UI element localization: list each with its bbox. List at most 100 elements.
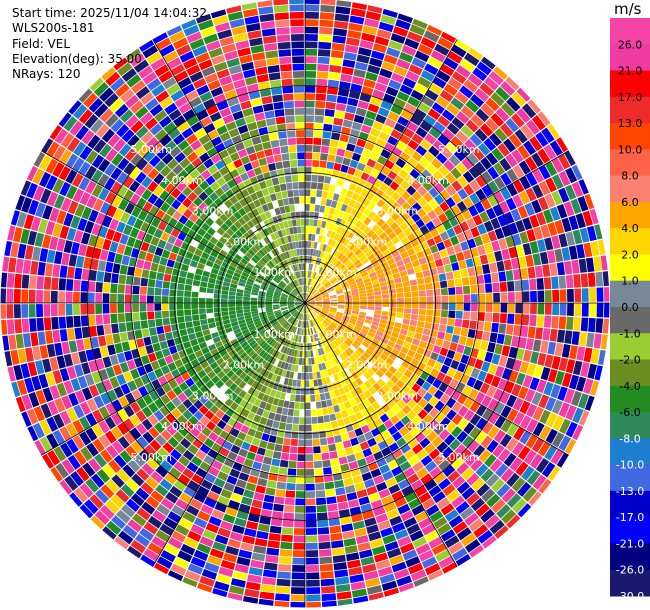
- velocity-gate: [280, 534, 293, 543]
- velocity-gate: [417, 284, 426, 291]
- velocity-gate: [426, 296, 434, 303]
- velocity-gate: [280, 304, 287, 307]
- velocity-gate: [355, 262, 363, 269]
- velocity-gate: [294, 303, 302, 306]
- velocity-gate: [325, 327, 332, 334]
- velocity-gate: [141, 418, 153, 431]
- velocity-gate: [522, 486, 538, 502]
- velocity-gate: [64, 475, 79, 491]
- velocity-gate: [173, 461, 186, 473]
- velocity-gate: [246, 22, 261, 32]
- velocity-gate: [385, 344, 394, 353]
- velocity-gate: [177, 283, 185, 291]
- velocity-gate: [381, 61, 396, 72]
- velocity-gate: [308, 233, 312, 241]
- velocity-gate: [401, 384, 411, 394]
- velocity-gate: [124, 303, 132, 313]
- velocity-gate: [85, 478, 100, 493]
- velocity-gate: [336, 311, 344, 316]
- velocity-gate: [330, 296, 337, 299]
- velocity-gate: [522, 303, 530, 314]
- velocity-gate: [462, 285, 471, 295]
- velocity-gate: [289, 4, 304, 12]
- velocity-gate: [222, 172, 233, 183]
- velocity-gate: [350, 8, 366, 18]
- velocity-gate: [192, 320, 201, 327]
- velocity-gate: [136, 436, 149, 449]
- velocity-gate: [258, 157, 268, 167]
- velocity-gate: [326, 161, 335, 170]
- velocity-gate: [417, 361, 427, 371]
- velocity-gate: [288, 316, 294, 323]
- velocity-gate: [225, 189, 235, 199]
- velocity-gate: [329, 323, 336, 330]
- velocity-gate: [78, 176, 91, 191]
- velocity-gate: [291, 41, 304, 49]
- velocity-gate: [257, 273, 265, 280]
- velocity-gate: [420, 455, 433, 467]
- velocity-gate: [532, 474, 547, 490]
- velocity-gate: [316, 333, 322, 341]
- velocity-gate: [481, 184, 493, 197]
- velocity-gate: [198, 257, 208, 265]
- velocity-gate: [393, 226, 403, 236]
- velocity-gate: [250, 352, 259, 360]
- velocity-gate: [506, 423, 519, 437]
- velocity-gate: [296, 226, 302, 234]
- velocity-gate: [205, 380, 215, 389]
- velocity-gate: [220, 464, 232, 475]
- velocity-gate: [351, 246, 360, 254]
- velocity-gate: [140, 241, 150, 252]
- velocity-gate: [170, 449, 182, 461]
- velocity-gate: [470, 93, 485, 108]
- range-ring-label: 2.00km: [223, 235, 265, 248]
- velocity-gate: [322, 252, 327, 260]
- velocity-gate: [440, 503, 455, 516]
- velocity-gate: [383, 419, 394, 429]
- velocity-gate: [40, 188, 52, 204]
- velocity-gate: [391, 202, 401, 212]
- velocity-gate: [243, 311, 251, 316]
- velocity-gate: [243, 309, 251, 313]
- velocity-gate: [191, 157, 203, 169]
- velocity-gate: [187, 444, 199, 455]
- velocity-gate: [113, 138, 126, 152]
- velocity-gate: [469, 400, 481, 413]
- velocity-gate: [79, 504, 94, 519]
- velocity-gate: [363, 389, 372, 399]
- velocity-gate: [199, 212, 209, 222]
- velocity-gate: [134, 329, 143, 339]
- velocity-gate: [424, 563, 441, 576]
- velocity-gate: [275, 275, 282, 281]
- velocity-gate: [408, 64, 423, 76]
- velocity-gate: [357, 402, 366, 411]
- velocity-gate: [253, 398, 262, 407]
- velocity-gate: [375, 513, 389, 524]
- velocity-gate: [319, 312, 326, 318]
- velocity-gate: [374, 82, 388, 93]
- velocity-gate: [382, 303, 390, 308]
- velocity-gate: [424, 133, 437, 145]
- velocity-gate: [305, 513, 317, 521]
- velocity-gate: [26, 182, 38, 199]
- velocity-gate: [307, 320, 311, 328]
- velocity-gate: [130, 539, 147, 554]
- velocity-gate: [377, 520, 391, 531]
- velocity-gate: [287, 284, 293, 291]
- velocity-gate: [210, 484, 223, 495]
- velocity-gate: [524, 156, 538, 171]
- velocity-gate: [21, 304, 29, 318]
- velocity-gate: [58, 165, 71, 181]
- velocity-gate: [348, 183, 357, 192]
- velocity-gate: [52, 264, 61, 278]
- velocity-gate: [209, 192, 219, 202]
- velocity-gate: [360, 271, 369, 278]
- velocity-gate: [140, 554, 156, 567]
- velocity-gate: [370, 468, 382, 478]
- velocity-gate: [345, 391, 354, 400]
- velocity-gate: [136, 397, 148, 410]
- velocity-gate: [373, 451, 384, 461]
- velocity-gate: [525, 172, 538, 187]
- velocity-gate: [117, 313, 126, 323]
- velocity-gate: [521, 279, 530, 291]
